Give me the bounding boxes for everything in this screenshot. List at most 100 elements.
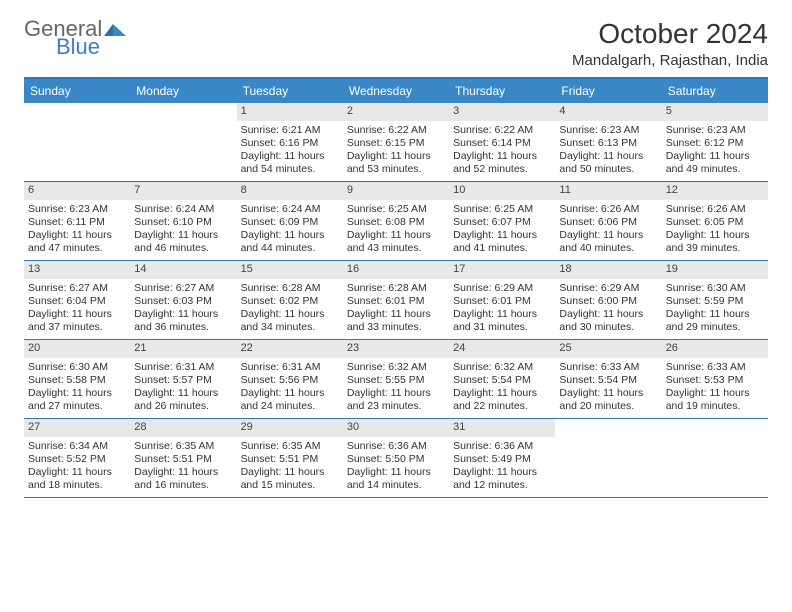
day-detail: Sunset: 6:11 PM (28, 216, 126, 229)
day-detail: Daylight: 11 hours and 54 minutes. (241, 150, 339, 176)
day-detail: Daylight: 11 hours and 12 minutes. (453, 466, 551, 492)
day-detail: Sunset: 6:02 PM (241, 295, 339, 308)
day-detail: Sunrise: 6:34 AM (28, 440, 126, 453)
day-cell: 30Sunrise: 6:36 AMSunset: 5:50 PMDayligh… (343, 419, 449, 497)
day-detail: Daylight: 11 hours and 26 minutes. (134, 387, 232, 413)
day-cell: 4Sunrise: 6:23 AMSunset: 6:13 PMDaylight… (555, 103, 661, 181)
day-number: 11 (555, 182, 661, 200)
day-detail: Sunrise: 6:30 AM (28, 361, 126, 374)
day-cell: 18Sunrise: 6:29 AMSunset: 6:00 PMDayligh… (555, 261, 661, 339)
day-detail: Sunrise: 6:29 AM (453, 282, 551, 295)
day-detail: Sunrise: 6:30 AM (666, 282, 764, 295)
day-detail: Sunrise: 6:31 AM (241, 361, 339, 374)
day-cell: 26Sunrise: 6:33 AMSunset: 5:53 PMDayligh… (662, 340, 768, 418)
calendar: SundayMondayTuesdayWednesdayThursdayFrid… (24, 77, 768, 498)
day-detail: Sunrise: 6:32 AM (347, 361, 445, 374)
week-row: 6Sunrise: 6:23 AMSunset: 6:11 PMDaylight… (24, 182, 768, 261)
day-detail: Sunset: 6:08 PM (347, 216, 445, 229)
day-number: 14 (130, 261, 236, 279)
day-number: 8 (237, 182, 343, 200)
day-cell (662, 419, 768, 497)
day-cell: 24Sunrise: 6:32 AMSunset: 5:54 PMDayligh… (449, 340, 555, 418)
day-number: 13 (24, 261, 130, 279)
day-detail: Sunset: 6:10 PM (134, 216, 232, 229)
day-detail: Sunset: 5:54 PM (559, 374, 657, 387)
day-cell: 7Sunrise: 6:24 AMSunset: 6:10 PMDaylight… (130, 182, 236, 260)
week-row: 13Sunrise: 6:27 AMSunset: 6:04 PMDayligh… (24, 261, 768, 340)
day-detail: Sunset: 5:53 PM (666, 374, 764, 387)
dayhead: Thursday (449, 79, 555, 103)
day-number: 7 (130, 182, 236, 200)
title-block: October 2024 Mandalgarh, Rajasthan, Indi… (572, 18, 768, 69)
day-cell: 29Sunrise: 6:35 AMSunset: 5:51 PMDayligh… (237, 419, 343, 497)
day-cell: 13Sunrise: 6:27 AMSunset: 6:04 PMDayligh… (24, 261, 130, 339)
day-detail: Sunset: 6:15 PM (347, 137, 445, 150)
day-cell: 8 Sunrise: 6:24 AMSunset: 6:09 PMDaylight… (237, 182, 343, 260)
day-number: 28 (130, 419, 236, 437)
day-number: 4 (555, 103, 661, 121)
day-cell: 17Sunrise: 6:29 AMSunset: 6:01 PMDayligh… (449, 261, 555, 339)
week-row: 1Sunrise: 6:21 AMSunset: 6:16 PMDaylight… (24, 103, 768, 182)
dayhead: Friday (555, 79, 661, 103)
day-detail: Sunrise: 6:27 AM (28, 282, 126, 295)
dayhead: Monday (130, 79, 236, 103)
day-detail: Sunrise: 6:24 AM (241, 203, 339, 216)
day-detail: Sunrise: 6:31 AM (134, 361, 232, 374)
day-number: 25 (555, 340, 661, 358)
day-detail: Sunset: 5:52 PM (28, 453, 126, 466)
day-detail: Sunset: 6:16 PM (241, 137, 339, 150)
day-headers: SundayMondayTuesdayWednesdayThursdayFrid… (24, 79, 768, 103)
day-detail: Sunset: 5:51 PM (134, 453, 232, 466)
day-detail: Sunrise: 6:23 AM (28, 203, 126, 216)
day-detail: Sunrise: 6:26 AM (559, 203, 657, 216)
day-detail: Sunset: 6:06 PM (559, 216, 657, 229)
day-detail: Sunset: 6:03 PM (134, 295, 232, 308)
day-number: 27 (24, 419, 130, 437)
day-detail: Daylight: 11 hours and 29 minutes. (666, 308, 764, 334)
day-cell: 3Sunrise: 6:22 AMSunset: 6:14 PMDaylight… (449, 103, 555, 181)
day-detail: Daylight: 11 hours and 44 minutes. (241, 229, 339, 255)
dayhead: Wednesday (343, 79, 449, 103)
day-detail: Sunset: 6:05 PM (666, 216, 764, 229)
location: Mandalgarh, Rajasthan, India (572, 52, 768, 69)
day-cell: 19Sunrise: 6:30 AMSunset: 5:59 PMDayligh… (662, 261, 768, 339)
day-detail: Sunrise: 6:36 AM (453, 440, 551, 453)
day-detail: Sunset: 6:12 PM (666, 137, 764, 150)
day-detail: Daylight: 11 hours and 49 minutes. (666, 150, 764, 176)
dayhead: Saturday (662, 79, 768, 103)
day-detail: Sunrise: 6:35 AM (241, 440, 339, 453)
day-cell: 20Sunrise: 6:30 AMSunset: 5:58 PMDayligh… (24, 340, 130, 418)
day-number: 5 (662, 103, 768, 121)
day-detail: Sunset: 5:55 PM (347, 374, 445, 387)
day-detail: Sunset: 6:01 PM (347, 295, 445, 308)
day-detail: Daylight: 11 hours and 24 minutes. (241, 387, 339, 413)
day-detail: Daylight: 11 hours and 14 minutes. (347, 466, 445, 492)
day-number: 18 (555, 261, 661, 279)
day-detail: Daylight: 11 hours and 30 minutes. (559, 308, 657, 334)
day-detail: Daylight: 11 hours and 23 minutes. (347, 387, 445, 413)
day-detail: Sunset: 5:50 PM (347, 453, 445, 466)
day-cell: 22Sunrise: 6:31 AMSunset: 5:56 PMDayligh… (237, 340, 343, 418)
day-cell: 27Sunrise: 6:34 AMSunset: 5:52 PMDayligh… (24, 419, 130, 497)
day-detail: Daylight: 11 hours and 36 minutes. (134, 308, 232, 334)
day-detail: Daylight: 11 hours and 40 minutes. (559, 229, 657, 255)
day-detail: Daylight: 11 hours and 34 minutes. (241, 308, 339, 334)
day-detail: Sunrise: 6:28 AM (241, 282, 339, 295)
month-title: October 2024 (572, 18, 768, 50)
day-number: 22 (237, 340, 343, 358)
day-detail: Daylight: 11 hours and 15 minutes. (241, 466, 339, 492)
day-cell: 15Sunrise: 6:28 AMSunset: 6:02 PMDayligh… (237, 261, 343, 339)
day-cell: 16Sunrise: 6:28 AMSunset: 6:01 PMDayligh… (343, 261, 449, 339)
week-row: 27 Sunrise: 6:34 AMSunset: 5:52 PM Dayligh… (24, 419, 768, 498)
day-detail: Daylight: 11 hours and 27 minutes. (28, 387, 126, 413)
day-detail: Sunset: 5:59 PM (666, 295, 764, 308)
day-detail: Sunset: 6:13 PM (559, 137, 657, 150)
day-cell: 2Sunrise: 6:22 AMSunset: 6:15 PMDaylight… (343, 103, 449, 181)
day-detail: Sunset: 6:00 PM (559, 295, 657, 308)
day-detail: Sunrise: 6:25 AM (347, 203, 445, 216)
day-detail: Sunrise: 6:33 AM (666, 361, 764, 374)
day-detail: Sunset: 5:58 PM (28, 374, 126, 387)
day-detail: Sunrise: 6:22 AM (453, 124, 551, 137)
day-detail: Sunset: 6:09 PM (241, 216, 339, 229)
weeks-container: 1Sunrise: 6:21 AMSunset: 6:16 PMDaylight… (24, 103, 768, 498)
